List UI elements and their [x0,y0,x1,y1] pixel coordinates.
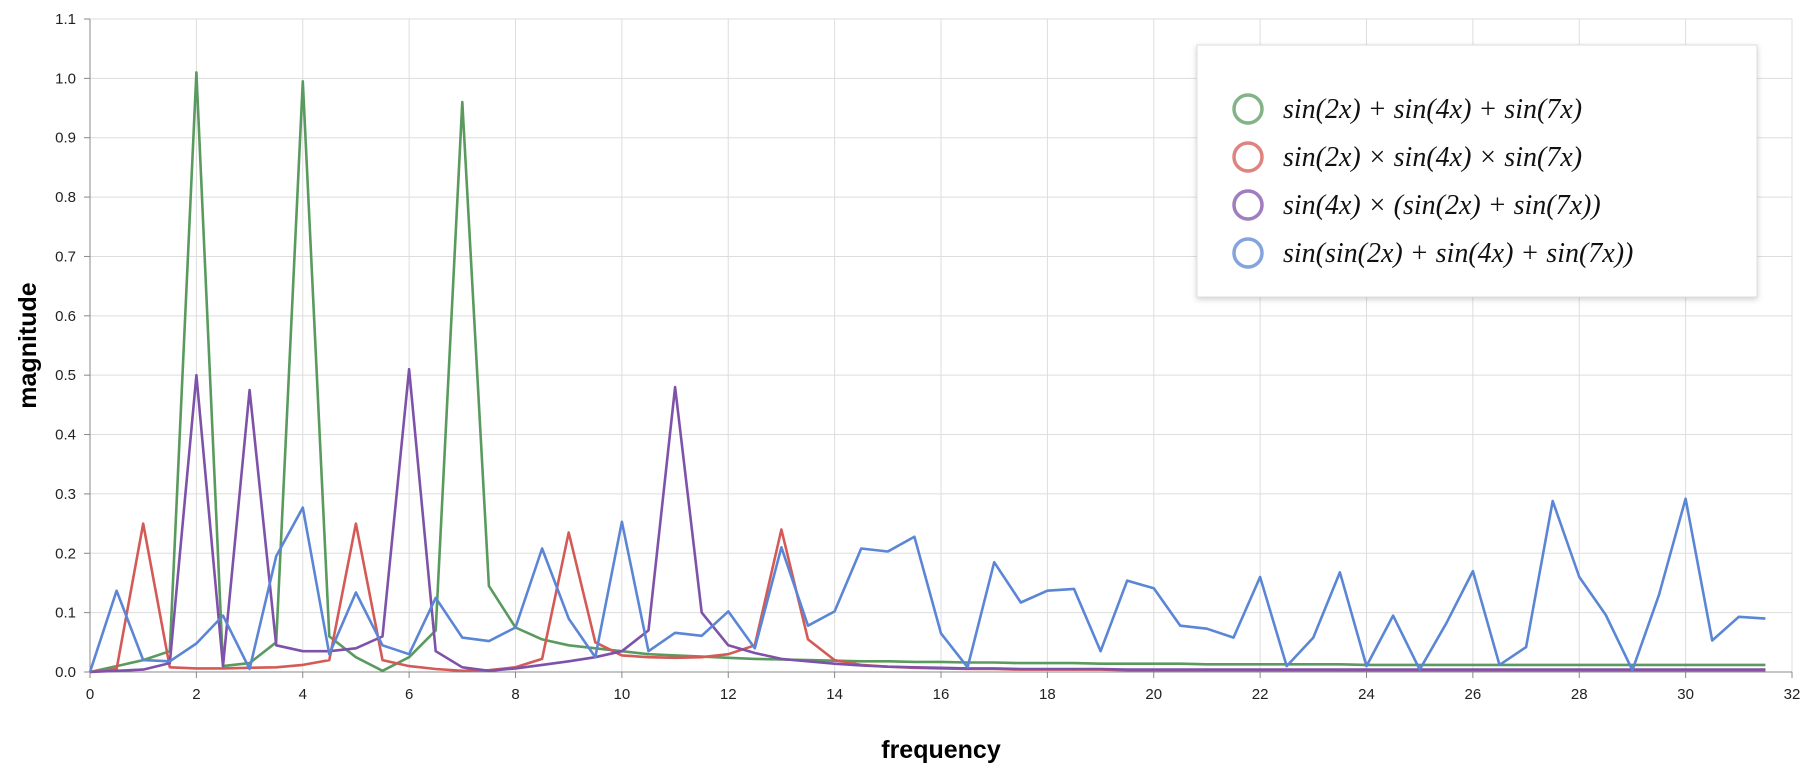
x-tick-label: 6 [405,686,413,703]
axes: 0 2 4 6 8 10 12 14 16 18 20 22 24 26 28 30 320.00.10.20.… [55,11,1800,703]
legend-swatch-icon [1232,93,1264,125]
y-tick-label: 0.9 [55,130,76,147]
legend-label: sin(sin(2x) + sin(4x) + sin(7x)) [1283,238,1633,269]
legend-label: sin(2x) × sin(4x) × sin(7x) [1283,142,1582,173]
y-tick-label: 0.2 [55,545,76,562]
y-tick-label: 0.8 [55,189,76,206]
x-tick-label: 14 [826,686,843,703]
y-tick-label: 0.7 [55,248,76,265]
series-line-1 [89,71,1766,674]
x-tick-label: 2 [192,686,200,703]
y-tick-label: 1.1 [55,11,76,28]
y-tick-label: 0.0 [55,664,76,681]
x-tick-label: 26 [1465,686,1482,703]
x-tick-label: 8 [511,686,519,703]
x-tick-label: 10 [614,686,631,703]
x-axis-title: frequency [881,736,1001,764]
x-tick-label: 20 [1145,686,1162,703]
legend-box [1196,44,1758,298]
series-lines [88,71,1766,674]
legend-swatch-icon [1232,141,1264,173]
x-tick-label: 24 [1358,686,1375,703]
x-tick-label: 16 [933,686,950,703]
legend-swatch-icon [1232,189,1264,221]
x-tick-label: 18 [1039,686,1056,703]
legend-label: sin(2x) + sin(4x) + sin(7x) [1283,94,1582,125]
x-tick-label: 22 [1252,686,1269,703]
legend-item[interactable]: sin(sin(2x) + sin(4x) + sin(7x)) [1232,237,1633,269]
y-tick-label: 0.3 [55,486,76,503]
x-tick-label: 4 [299,686,307,703]
series-line-3 [89,367,1766,674]
legend-item[interactable]: sin(2x) + sin(4x) + sin(7x) [1232,93,1582,125]
series-line-4 [88,497,1766,673]
legend-item[interactable]: sin(2x) × sin(4x) × sin(7x) [1232,141,1582,173]
y-tick-label: 0.4 [55,427,76,444]
y-tick-label: 1.0 [55,70,76,87]
x-tick-label: 12 [720,686,737,703]
y-tick-label: 0.5 [55,367,76,384]
x-tick-label: 32 [1784,686,1801,703]
legend-items: sin(2x) + sin(4x) + sin(7x) sin(2x) × si… [1232,93,1633,269]
legend-item[interactable]: sin(4x) × (sin(2x) + sin(7x)) [1232,189,1601,221]
legend-swatch-icon [1232,237,1264,269]
legend: sin(2x) + sin(4x) + sin(7x) sin(2x) × si… [1196,44,1758,298]
legend-label: sin(4x) × (sin(2x) + sin(7x)) [1283,190,1601,221]
x-tick-label: 30 [1677,686,1694,703]
y-tick-label: 0.1 [55,605,76,622]
y-axis-title: magnitude [14,282,42,408]
x-tick-label: 28 [1571,686,1588,703]
x-tick-label: 0 [86,686,94,703]
y-tick-label: 0.6 [55,308,76,325]
